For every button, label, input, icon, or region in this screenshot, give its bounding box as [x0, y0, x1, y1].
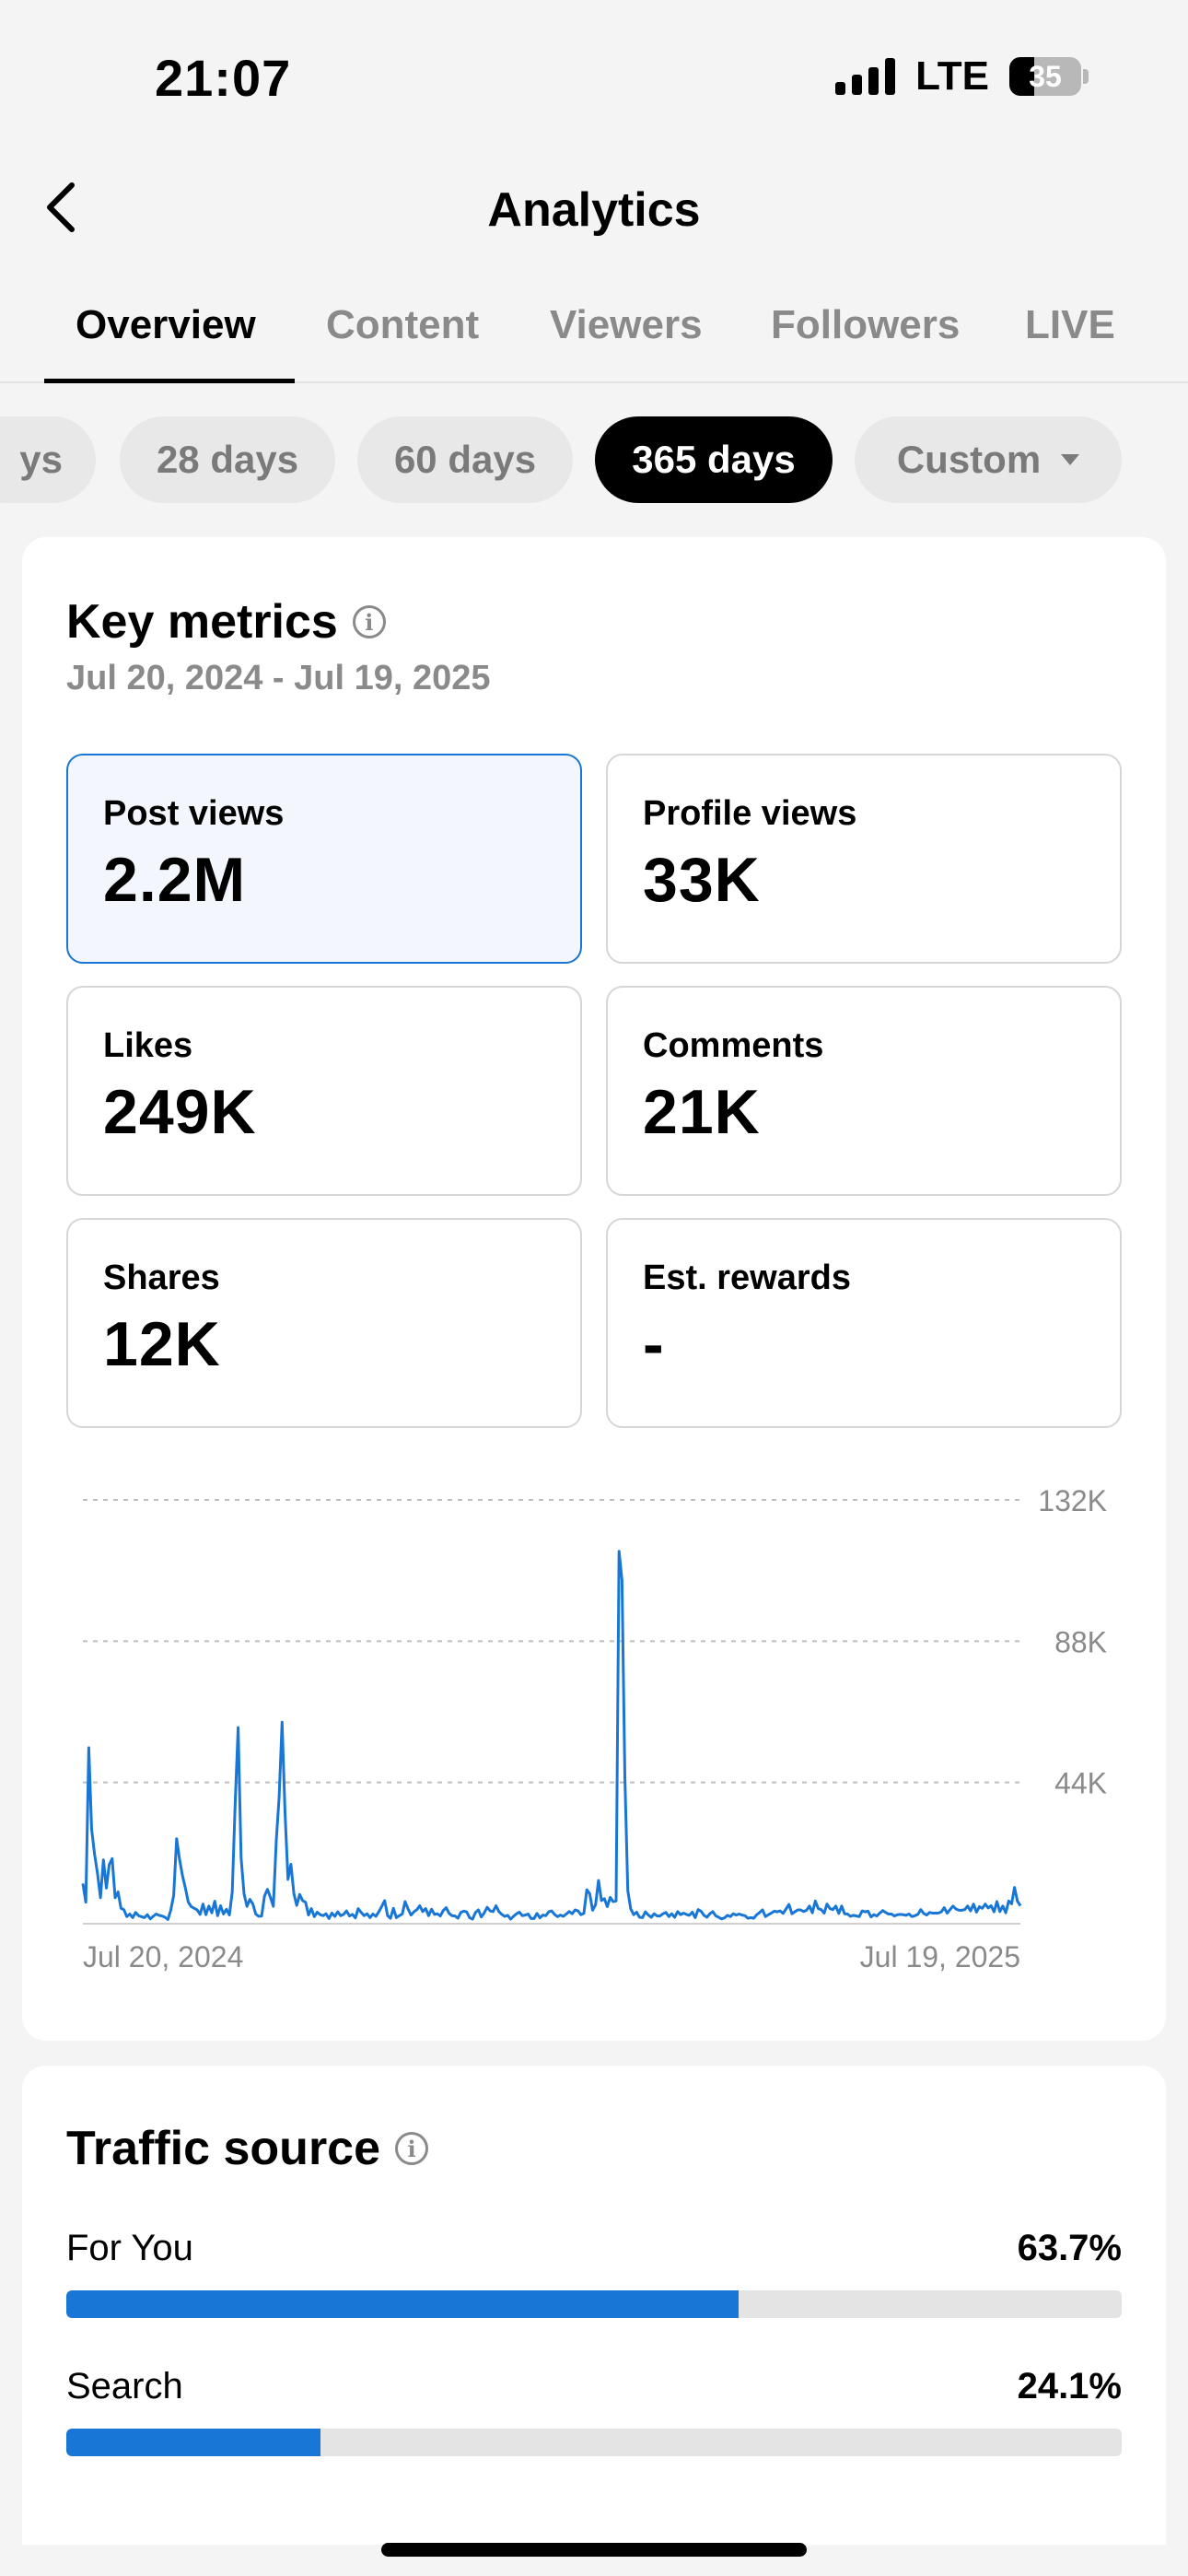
- key-metrics-card: Key metrics i Jul 20, 2024 - Jul 19, 202…: [22, 537, 1166, 2041]
- battery-icon: 35: [1009, 57, 1089, 96]
- metric-likes[interactable]: Likes 249K: [66, 986, 582, 1196]
- caret-down-icon: [1061, 454, 1080, 465]
- tab-content[interactable]: Content: [326, 302, 480, 347]
- traffic-source-title: Traffic source: [66, 2122, 381, 2175]
- tab-viewers[interactable]: Viewers: [550, 302, 703, 347]
- tab-live[interactable]: LIVE: [1025, 302, 1115, 347]
- chip-label: Custom: [896, 438, 1042, 481]
- metric-label: Est. rewards: [643, 1259, 851, 1297]
- y-tick-label: 44K: [1054, 1767, 1107, 1800]
- traffic-bar-search: [66, 2429, 1122, 2456]
- tab-bar: Overview Content Viewers Followers LIVE: [0, 293, 1188, 383]
- y-tick-label: 132K: [1038, 1484, 1107, 1517]
- metric-label: Post views: [103, 794, 285, 833]
- metric-value: 2.2M: [103, 845, 247, 915]
- metric-shares[interactable]: Shares 12K: [66, 1218, 582, 1428]
- network-type: LTE: [915, 53, 989, 99]
- metric-value: 33K: [643, 845, 761, 915]
- chip-label: 28 days: [156, 438, 299, 481]
- traffic-source-card: Traffic source i For You 63.7% Search 24…: [22, 2066, 1166, 2545]
- chip-label: 60 days: [393, 438, 537, 481]
- key-metrics-header: Key metrics i: [66, 594, 386, 650]
- traffic-bar-fill: [66, 2429, 321, 2456]
- info-icon[interactable]: i: [352, 605, 386, 638]
- chip-custom[interactable]: Custom: [855, 416, 1122, 503]
- metric-post-views[interactable]: Post views 2.2M: [66, 754, 582, 964]
- metric-value: 12K: [103, 1309, 221, 1379]
- active-tab-indicator: [44, 379, 295, 383]
- traffic-value-search: 24.1%: [1017, 2366, 1122, 2406]
- traffic-bar-fill: [66, 2290, 739, 2318]
- traffic-source-header: Traffic source i: [66, 2121, 429, 2176]
- battery-level: 35: [1029, 60, 1062, 93]
- metric-label: Shares: [103, 1259, 220, 1297]
- metric-value: 21K: [643, 1077, 761, 1147]
- chevron-left-icon: [47, 182, 75, 232]
- info-icon[interactable]: i: [395, 2132, 429, 2165]
- back-button[interactable]: [37, 175, 83, 240]
- traffic-value-for-you: 63.7%: [1017, 2228, 1122, 2268]
- metric-label: Comments: [643, 1026, 824, 1065]
- status-time: 21:07: [155, 49, 292, 107]
- metric-comments[interactable]: Comments 21K: [606, 986, 1122, 1196]
- x-end-label: Jul 19, 2025: [860, 1940, 1020, 1973]
- date-range: Jul 20, 2024 - Jul 19, 2025: [66, 659, 491, 697]
- chart-series-line: [81, 1550, 1022, 1921]
- chip-60-days[interactable]: 60 days: [357, 416, 573, 503]
- traffic-label-search: Search: [66, 2366, 183, 2406]
- chip-label: ys: [19, 438, 63, 481]
- status-right: LTE 35: [835, 53, 1089, 100]
- page-title: Analytics: [487, 183, 701, 237]
- metric-label: Profile views: [643, 794, 857, 833]
- metric-value: 249K: [103, 1077, 257, 1147]
- chip-label: 365 days: [632, 438, 796, 481]
- metric-label: Likes: [103, 1026, 193, 1065]
- metric-value: -: [643, 1309, 665, 1379]
- metric-est-rewards[interactable]: Est. rewards -: [606, 1218, 1122, 1428]
- signal-icon: [835, 58, 896, 95]
- metric-profile-views[interactable]: Profile views 33K: [606, 754, 1122, 964]
- post-views-chart: 132K 88K 44K Jul 20, 2024 Jul 19, 2025: [81, 1484, 1107, 1973]
- chip-7-days[interactable]: ys: [0, 416, 96, 503]
- tab-followers[interactable]: Followers: [771, 302, 961, 347]
- traffic-bar-for-you: [66, 2290, 1122, 2318]
- traffic-label-for-you: For You: [66, 2228, 193, 2268]
- y-tick-label: 88K: [1054, 1625, 1107, 1658]
- chip-28-days[interactable]: 28 days: [120, 416, 335, 503]
- x-start-label: Jul 20, 2024: [83, 1940, 243, 1973]
- key-metrics-title: Key metrics: [66, 595, 338, 649]
- tab-overview[interactable]: Overview: [76, 302, 256, 347]
- home-indicator: [381, 2543, 807, 2557]
- chip-365-days[interactable]: 365 days: [595, 416, 833, 503]
